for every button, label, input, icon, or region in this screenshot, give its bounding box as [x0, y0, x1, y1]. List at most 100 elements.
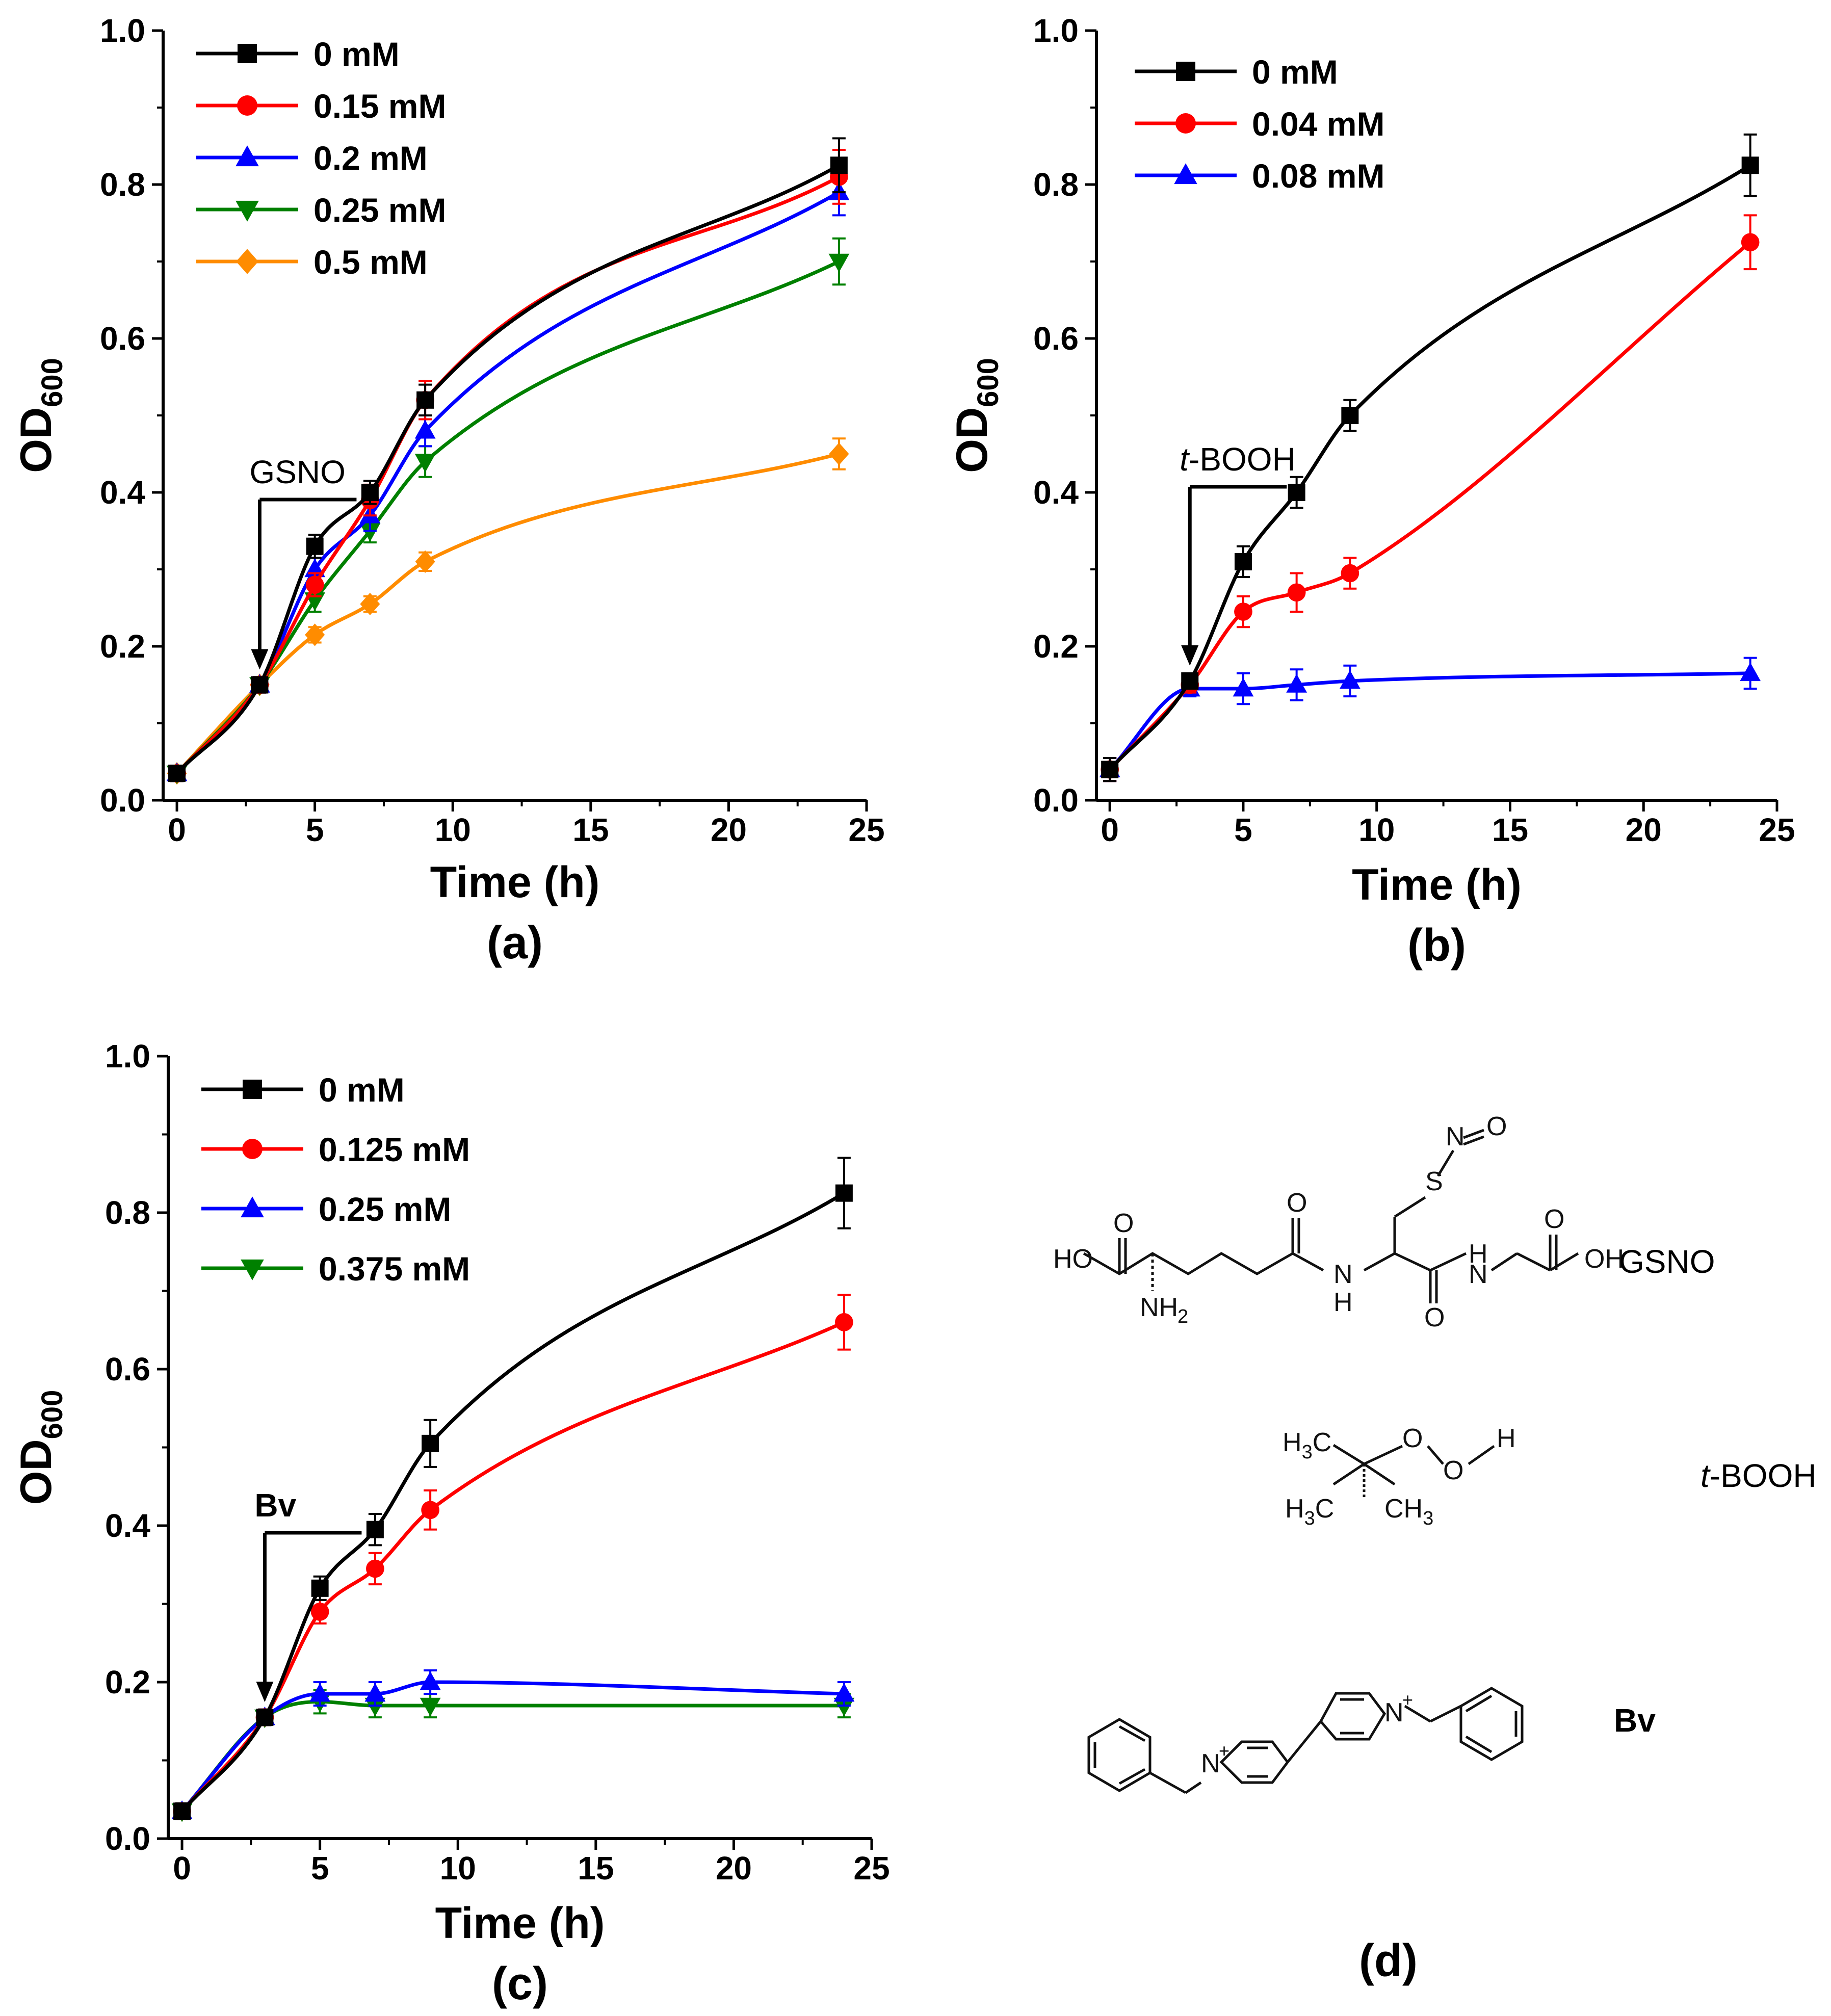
data-point — [1181, 672, 1199, 690]
data-point — [311, 1579, 329, 1597]
series — [173, 1157, 853, 1820]
y-tick-label: 0.6 — [100, 320, 145, 357]
atom-label: O — [1486, 1112, 1507, 1141]
svg-text:t-BOOH: t-BOOH — [1701, 1457, 1817, 1494]
atom-label: N — [1384, 1698, 1404, 1727]
y-axis-title-subscript: 600 — [972, 358, 1005, 407]
x-tick-label: 20 — [711, 811, 747, 848]
data-point — [173, 1802, 191, 1820]
y-axis-title-main: OD — [12, 407, 61, 473]
tbooh-atom-labels: H3C O O H H3C CH3 t-BOOH — [1283, 1424, 1817, 1529]
series-line — [180, 1699, 844, 1813]
data-point — [243, 1080, 262, 1099]
atom-label: N — [1469, 1260, 1488, 1289]
data-point — [828, 253, 850, 273]
data-point — [238, 44, 257, 63]
atom-label: H — [1497, 1424, 1516, 1453]
atom-label: N — [1446, 1122, 1465, 1151]
data-point — [168, 765, 186, 782]
data-point — [305, 623, 325, 646]
x-tick-label: 25 — [853, 1850, 890, 1887]
annotation-arrow-head — [251, 649, 269, 670]
data-point — [236, 145, 259, 167]
x-tick-label: 0 — [168, 811, 186, 848]
series-line — [180, 1680, 844, 1813]
legend: 0 mM 0.04 mM 0.08 mM — [1135, 53, 1384, 195]
series-line — [180, 1320, 845, 1813]
y-axis-title: OD600 — [12, 358, 69, 473]
y-tick-label: 0.0 — [105, 1820, 150, 1857]
data-point — [416, 391, 434, 409]
atom-label: H — [1469, 1239, 1488, 1269]
annotation-label: t-BOOH — [1180, 441, 1296, 478]
data-point — [422, 1434, 439, 1452]
data-point — [306, 537, 324, 555]
data-point — [309, 1683, 331, 1702]
atom-subscript: 3 — [1302, 1442, 1313, 1463]
y-tick-label: 1.0 — [105, 1038, 150, 1075]
series — [1099, 657, 1761, 782]
x-axis-title: Time (h) — [430, 858, 600, 907]
data-point — [241, 1196, 264, 1218]
atom-label: CH — [1384, 1494, 1423, 1524]
atom-label: H — [1285, 1494, 1304, 1524]
x-tick-label: 0 — [1101, 811, 1119, 848]
data-point — [236, 249, 258, 274]
data-point — [1234, 553, 1252, 570]
data-point — [414, 420, 436, 439]
data-point — [237, 95, 257, 116]
y-axis-title: OD600 — [12, 1390, 69, 1505]
series-line — [1108, 671, 1750, 771]
y-tick-label: 1.0 — [1033, 12, 1079, 49]
x-tick-label: 15 — [1492, 811, 1528, 848]
atom-label: C — [1313, 1428, 1332, 1457]
atom-label: O — [1443, 1456, 1463, 1485]
y-axis-title: OD600 — [948, 358, 1005, 473]
data-point — [361, 484, 379, 501]
data-point — [420, 1697, 441, 1717]
data-point — [835, 1313, 853, 1331]
charge-label: + — [1219, 1740, 1230, 1761]
atom-label: O — [1287, 1188, 1307, 1218]
data-point — [1233, 677, 1254, 697]
data-point — [1101, 761, 1119, 778]
x-tick-label: 25 — [1759, 811, 1795, 848]
x-tick-label: 5 — [306, 811, 324, 848]
data-point — [833, 1683, 855, 1702]
y-tick-label: 0.8 — [1033, 166, 1079, 203]
y-tick-label: 0.4 — [100, 474, 145, 511]
svg-text:H3C: H3C — [1283, 1428, 1331, 1463]
data-point — [305, 575, 324, 594]
x-axis-title: Time (h) — [435, 1899, 605, 1948]
charge-label: + — [1402, 1689, 1413, 1710]
legend-label: 0.125 mM — [319, 1131, 470, 1168]
y-tick-label: 0.8 — [105, 1194, 150, 1231]
data-point — [415, 550, 435, 573]
data-point — [830, 156, 848, 174]
svg-text:H3C: H3C — [1285, 1494, 1334, 1529]
data-point — [241, 1259, 264, 1280]
y-axis-title-main: OD — [12, 1439, 61, 1505]
legend-label: 0.04 mM — [1252, 105, 1384, 143]
y-tick-label: 0.4 — [105, 1507, 150, 1544]
chart-panel-b: 0 5 10 15 20 25 0.0 0.2 0.4 0.6 0.8 1.0 Time (h) OD60… — [948, 12, 1795, 971]
data-point — [1287, 583, 1306, 602]
series-line — [175, 259, 840, 775]
atom-subscript: 3 — [1304, 1508, 1315, 1529]
x-tick-label: 10 — [435, 811, 471, 848]
data-point — [833, 1697, 855, 1717]
compound-name-gsno: GSNO — [1619, 1243, 1715, 1280]
data-point — [366, 1521, 384, 1538]
legend-label: 0.08 mM — [1252, 157, 1384, 195]
data-point — [421, 1501, 439, 1520]
series — [167, 437, 849, 785]
y-tick-label: 0.4 — [1033, 474, 1079, 511]
y-axis-title-subscript: 600 — [36, 1390, 69, 1439]
bv-structure — [1087, 1687, 1524, 1794]
x-tick-label: 15 — [578, 1850, 614, 1887]
data-point — [364, 1697, 386, 1717]
panel-label: (c) — [492, 1958, 548, 2009]
data-point — [1341, 564, 1359, 583]
atom-subscript: 3 — [1423, 1508, 1433, 1529]
data-point — [829, 442, 849, 465]
